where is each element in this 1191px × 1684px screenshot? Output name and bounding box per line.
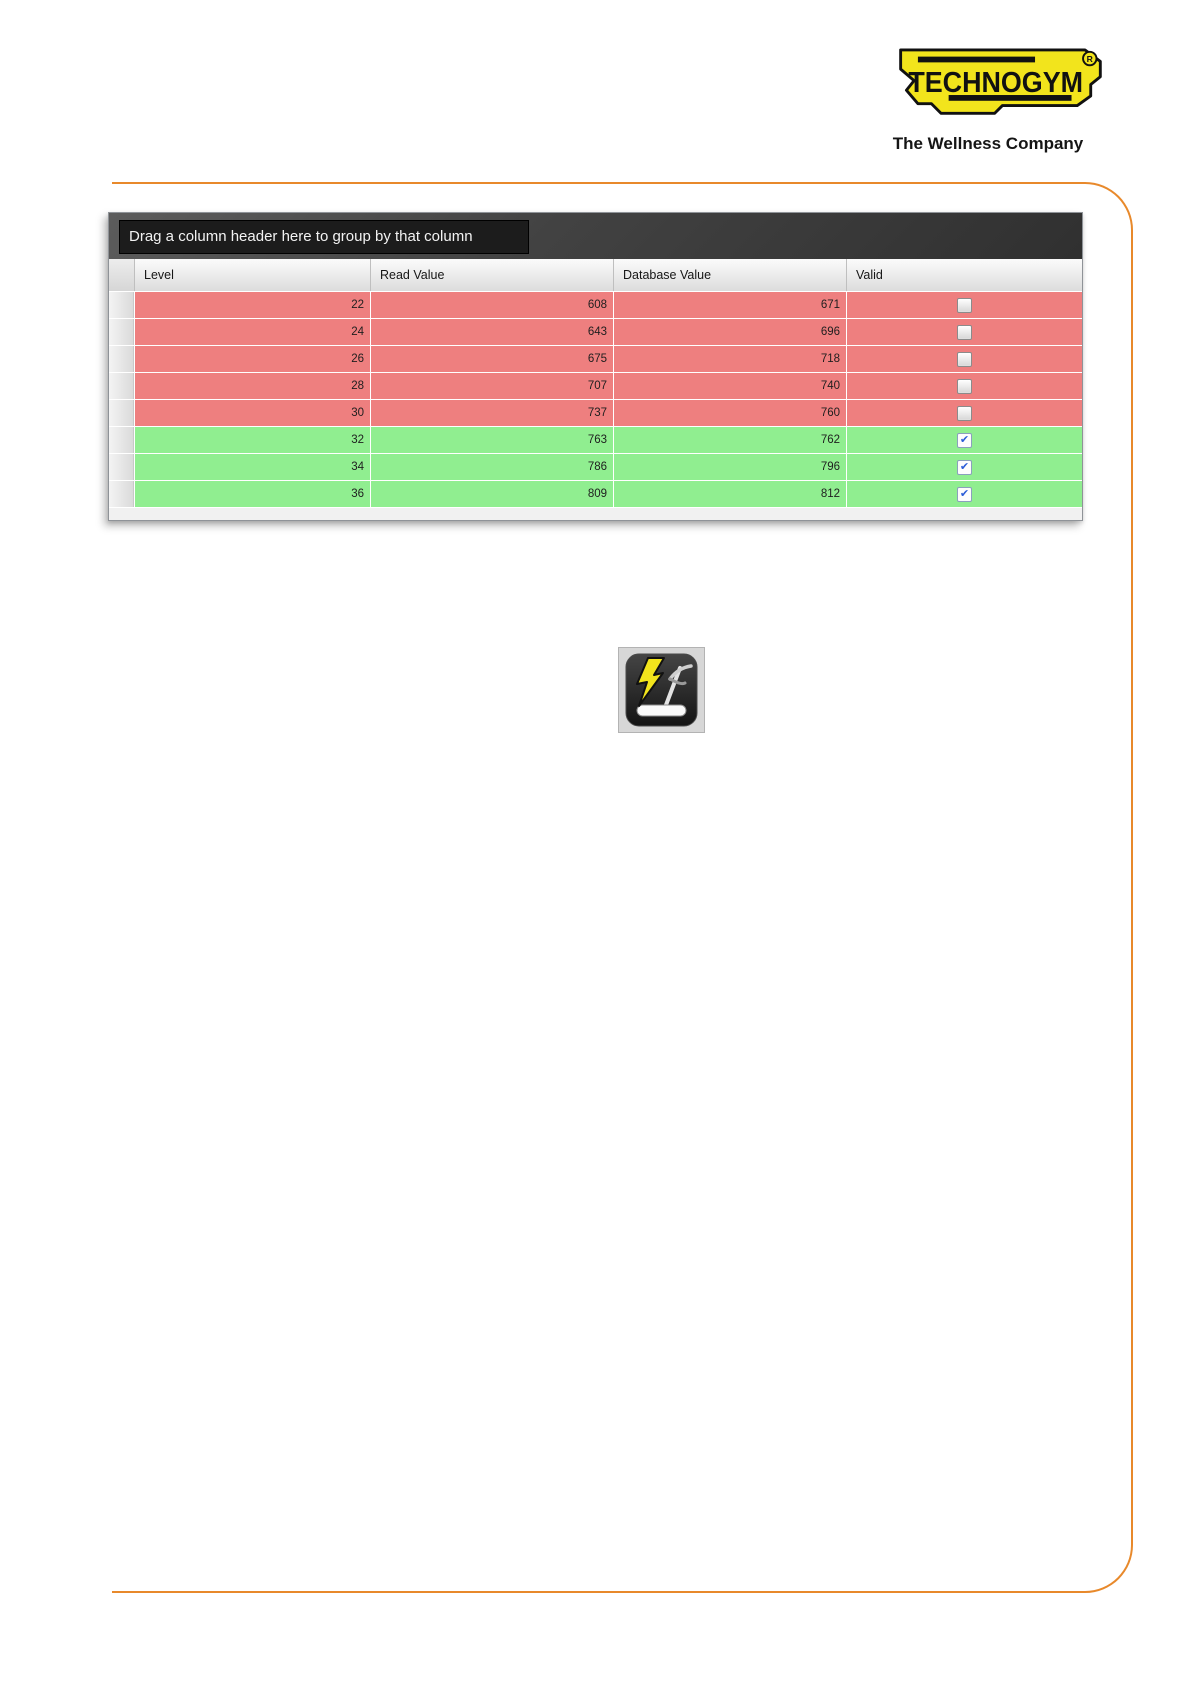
brand-tagline: The Wellness Company xyxy=(892,134,1084,153)
level-cell: 34 xyxy=(135,454,370,480)
level-cell: 28 xyxy=(135,373,370,399)
valid-checkbox[interactable] xyxy=(957,297,972,313)
technogym-logo: TECHNOGYM R xyxy=(868,44,1108,123)
table-row: 24 643 696 xyxy=(109,319,1082,345)
grid-rows: 22 608 671 24 643 696 26 675 7 xyxy=(109,291,1082,507)
valid-cell xyxy=(847,427,1082,453)
read-value-cell: 643 xyxy=(371,319,613,345)
database-value-cell: 740 xyxy=(614,373,846,399)
read-value-cell: 786 xyxy=(371,454,613,480)
level-cell: 32 xyxy=(135,427,370,453)
table-row: 22 608 671 xyxy=(109,292,1082,318)
read-value-cell: 763 xyxy=(371,427,613,453)
valid-checkbox[interactable] xyxy=(957,459,972,475)
valid-cell xyxy=(847,454,1082,480)
table-row: 32 763 762 xyxy=(109,427,1082,453)
page-frame xyxy=(112,182,1133,1593)
row-indicator[interactable] xyxy=(109,481,134,507)
valid-cell xyxy=(847,373,1082,399)
row-indicator[interactable] xyxy=(109,400,134,426)
database-value-cell: 718 xyxy=(614,346,846,372)
column-header-read-value[interactable]: Read Value xyxy=(371,259,613,291)
valid-checkbox[interactable] xyxy=(957,432,972,448)
table-row: 26 675 718 xyxy=(109,346,1082,372)
data-grid: Drag a column header here to group by th… xyxy=(108,212,1083,521)
database-value-cell: 796 xyxy=(614,454,846,480)
column-header-database-value[interactable]: Database Value xyxy=(614,259,846,291)
read-value-cell: 737 xyxy=(371,400,613,426)
database-value-cell: 812 xyxy=(614,481,846,507)
valid-cell xyxy=(847,292,1082,318)
table-row: 36 809 812 xyxy=(109,481,1082,507)
valid-checkbox[interactable] xyxy=(957,351,972,367)
technogym-logo-icon: TECHNOGYM R xyxy=(899,48,1102,115)
level-cell: 26 xyxy=(135,346,370,372)
row-indicator[interactable] xyxy=(109,427,134,453)
table-row: 28 707 740 xyxy=(109,373,1082,399)
row-indicator-header xyxy=(109,259,134,291)
group-by-bar[interactable]: Drag a column header here to group by th… xyxy=(109,213,1082,259)
row-indicator[interactable] xyxy=(109,346,134,372)
valid-cell xyxy=(847,346,1082,372)
valid-cell xyxy=(847,481,1082,507)
row-indicator[interactable] xyxy=(109,319,134,345)
level-cell: 30 xyxy=(135,400,370,426)
database-value-cell: 760 xyxy=(614,400,846,426)
row-indicator[interactable] xyxy=(109,292,134,318)
valid-cell xyxy=(847,400,1082,426)
row-indicator[interactable] xyxy=(109,373,134,399)
svg-text:TECHNOGYM: TECHNOGYM xyxy=(908,67,1083,99)
group-by-hint: Drag a column header here to group by th… xyxy=(119,220,529,254)
column-header-valid[interactable]: Valid xyxy=(847,259,1082,291)
valid-checkbox[interactable] xyxy=(957,378,972,394)
level-cell: 24 xyxy=(135,319,370,345)
registered-mark: R xyxy=(1087,54,1094,64)
database-value-cell: 696 xyxy=(614,319,846,345)
read-value-cell: 707 xyxy=(371,373,613,399)
grid-footer-strip xyxy=(109,507,1082,520)
row-indicator[interactable] xyxy=(109,454,134,480)
database-value-cell: 671 xyxy=(614,292,846,318)
read-value-cell: 809 xyxy=(371,481,613,507)
valid-checkbox[interactable] xyxy=(957,405,972,421)
treadmill-lightning-icon[interactable] xyxy=(618,647,705,733)
column-header-level[interactable]: Level xyxy=(135,259,370,291)
database-value-cell: 762 xyxy=(614,427,846,453)
read-value-cell: 608 xyxy=(371,292,613,318)
valid-checkbox[interactable] xyxy=(957,324,972,340)
table-row: 34 786 796 xyxy=(109,454,1082,480)
level-cell: 22 xyxy=(135,292,370,318)
read-value-cell: 675 xyxy=(371,346,613,372)
column-header-row: Level Read Value Database Value Valid xyxy=(109,259,1082,291)
valid-checkbox[interactable] xyxy=(957,486,972,502)
level-cell: 36 xyxy=(135,481,370,507)
valid-cell xyxy=(847,319,1082,345)
table-row: 30 737 760 xyxy=(109,400,1082,426)
